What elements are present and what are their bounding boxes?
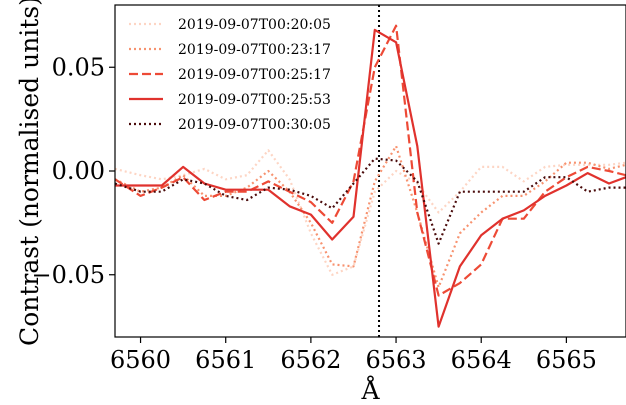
legend: 2019-09-07T00:20:05 2019-09-07T00:23:17 20… [129,17,331,133]
y-tick-label: −0.05 [31,261,105,289]
legend-label: 2019-09-07T00:23:17 [178,42,331,58]
plot-area [115,5,626,337]
legend-label: 2019-09-07T00:25:53 [178,92,331,108]
legend-label: 2019-09-07T00:30:05 [178,117,331,133]
x-axis-label: Å [360,375,380,405]
legend-label: 2019-09-07T00:25:17 [178,67,331,83]
series-line-4 [115,28,626,328]
y-axis: −0.05 0.00 0.05 [31,53,115,289]
series-line-3 [115,24,626,297]
x-tick-label: 6563 [366,346,427,374]
series-line-1 [115,149,626,276]
x-tick-label: 6561 [195,346,256,374]
x-tick-label: 6565 [536,346,597,374]
x-tick-label: 6564 [451,346,512,374]
legend-label: 2019-09-07T00:20:05 [178,17,331,33]
y-axis-label: Contrast (normalised units) [15,0,44,346]
x-tick-label: 6560 [110,346,171,374]
y-tick-label: 0.05 [52,53,105,81]
x-axis: 6560 6561 6562 6563 6564 6565 [110,337,597,374]
x-tick-label: 6562 [280,346,341,374]
series-line-5 [115,157,626,245]
y-tick-label: 0.00 [52,157,105,185]
